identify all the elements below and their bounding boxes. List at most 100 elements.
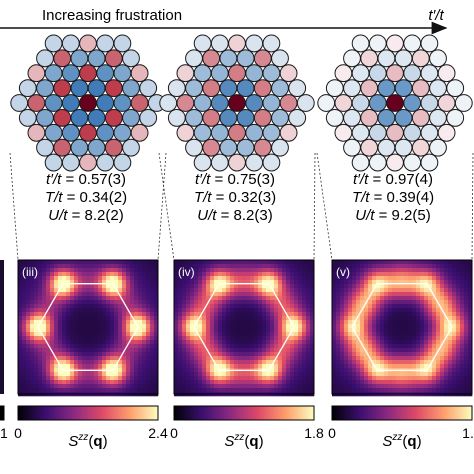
map-pixel [290,348,295,353]
map-pixel [214,336,219,341]
map-pixel [306,280,311,285]
map-pixel [428,272,433,277]
map-pixel [98,388,103,393]
map-pixel [182,360,187,365]
param-symbol: T/t [352,189,370,206]
map-pixel [66,296,71,301]
map-pixel [444,388,449,393]
map-pixel [368,308,373,313]
map-pixel [218,308,223,313]
map-pixel [310,348,315,353]
map-pixel [118,276,123,281]
map-pixel [376,272,381,277]
map-pixel [38,332,43,337]
map-pixel [210,280,215,285]
map-pixel [372,316,377,321]
map-pixel [380,348,385,353]
map-pixel [270,312,275,317]
map-pixel [146,368,151,373]
param-line: t′/t = 0.57(3) [46,171,126,188]
map-pixel [278,276,283,281]
map-pixel [436,344,441,349]
map-pixel [416,264,421,269]
lattice-site [334,123,353,142]
map-pixel [404,340,409,345]
map-pixel [254,348,259,353]
map-pixel [380,300,385,305]
map-pixel [86,376,91,381]
map-pixel [130,324,135,329]
map-pixel [392,376,397,381]
map-pixel [448,348,453,353]
map-pixel [376,288,381,293]
map-pixel [464,304,469,309]
map-pixel [352,308,357,313]
map-pixel [372,260,377,265]
map-pixel [242,284,247,289]
map-pixel [234,352,239,357]
map-pixel [62,348,67,353]
map-pixel [110,276,115,281]
map-pixel [468,340,473,345]
map-pixel [26,352,31,357]
map-pixel [468,276,473,281]
map-pixel [384,356,389,361]
map-pixel [38,304,43,309]
map-pixel [392,360,397,365]
map-pixel [146,260,151,265]
map-pixel [226,324,231,329]
map-pixel [372,268,377,273]
map-pixel [278,328,283,333]
map-pixel [396,336,401,341]
lattice-site [437,64,456,83]
map-pixel [118,280,123,285]
map-pixel [408,268,413,273]
map-pixel [38,276,43,281]
map-pixel [98,308,103,313]
map-pixel [298,320,303,325]
map-pixel [246,348,251,353]
map-pixel [110,280,115,285]
map-pixel [74,276,79,281]
map-pixel [118,316,123,321]
map-pixel [278,380,283,385]
map-pixel [150,296,155,301]
map-pixel [250,384,255,389]
map-pixel [242,324,247,329]
map-pixel [194,348,199,353]
map-pixel [70,364,75,369]
map-pixel [460,292,465,297]
map-pixel [86,324,91,329]
map-pixel [392,328,397,333]
map-pixel [178,352,183,357]
map-pixel [74,300,79,305]
map-pixel [46,336,51,341]
map-pixel [448,372,453,377]
lattice-site [79,94,97,112]
map-pixel [98,316,103,321]
map-pixel [190,332,195,337]
map-pixel [376,292,381,297]
map-pixel [340,352,345,357]
param-value: = 8.2(3) [216,207,272,224]
map-pixel [18,344,23,349]
map-pixel [428,388,433,393]
map-pixel [50,340,55,345]
map-pixel [182,284,187,289]
map-pixel [238,280,243,285]
map-pixel [82,292,87,297]
map-pixel [222,260,227,265]
param-value: = 0.57(3) [61,171,126,188]
map-pixel [270,332,275,337]
map-pixel [126,368,131,373]
map-pixel [274,280,279,285]
map-pixel [114,268,119,273]
map-pixel [30,368,35,373]
map-pixel [246,384,251,389]
map-pixel [444,348,449,353]
map-pixel [336,272,341,277]
map-pixel [150,324,155,329]
map-pixel [440,280,445,285]
map-pixel [400,344,405,349]
map-pixel [62,288,67,293]
